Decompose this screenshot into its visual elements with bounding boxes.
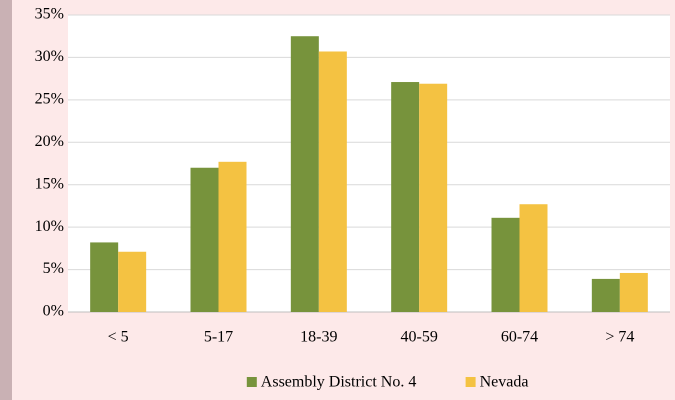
bar [90,242,119,312]
y-tick-label: 15% [35,175,64,192]
side-strip [0,0,12,400]
x-tick-label: > 74 [605,329,634,346]
y-tick-label: 35% [35,6,64,23]
x-tick-label: 40-59 [401,329,438,346]
bar [619,272,648,312]
legend-label: Assembly District No. 4 [261,374,417,391]
bar [190,167,219,312]
x-tick-label: 18-39 [300,329,337,346]
bar [591,278,620,312]
legend-label: Nevada [480,374,529,391]
y-tick-label: 10% [35,218,64,235]
bar [519,204,548,312]
x-tick-label: 60-74 [501,329,538,346]
legend-swatch [246,377,257,387]
y-tick-label: 25% [35,91,64,108]
bar [218,161,247,312]
plot-area [68,15,670,312]
bar [391,82,420,312]
bar [318,51,347,312]
bar [491,217,520,312]
y-tick-label: 20% [35,133,64,150]
bar [419,83,448,312]
bar [290,36,319,312]
bar [118,251,147,312]
x-tick-label: < 5 [108,329,129,346]
x-tick-label: 5-17 [204,329,233,346]
y-tick-label: 30% [35,48,64,65]
y-tick-label: 0% [43,303,64,320]
y-tick-label: 5% [43,260,64,277]
legend-swatch [465,377,476,387]
